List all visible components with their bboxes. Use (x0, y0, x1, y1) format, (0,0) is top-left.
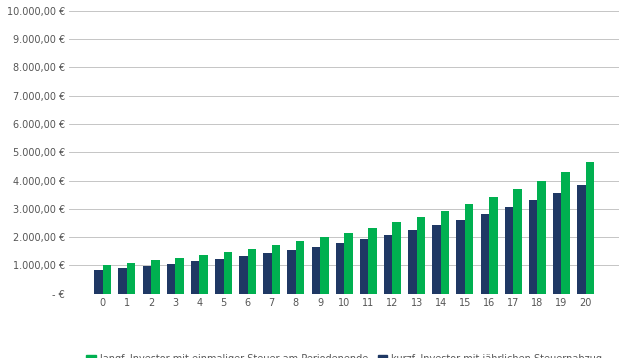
Bar (223, 252, 232, 294)
Bar (143, 266, 151, 294)
Bar (456, 219, 465, 294)
Bar (167, 263, 175, 294)
Bar (529, 200, 538, 294)
Bar (586, 162, 594, 294)
Bar (320, 237, 328, 294)
Bar (553, 193, 561, 294)
Bar (561, 171, 570, 294)
Bar (538, 181, 546, 294)
Bar (215, 259, 223, 294)
Bar (272, 245, 280, 294)
Bar (336, 243, 344, 294)
Bar (175, 258, 184, 294)
Bar (441, 211, 449, 294)
Bar (513, 189, 522, 294)
Bar (408, 230, 417, 294)
Bar (433, 225, 441, 294)
Bar (344, 233, 353, 294)
Bar (151, 261, 159, 294)
Bar (392, 222, 401, 294)
Bar (103, 265, 111, 294)
Bar (360, 239, 369, 294)
Bar (200, 255, 208, 294)
Bar (505, 207, 513, 294)
Bar (296, 241, 305, 294)
Bar (263, 253, 272, 294)
Bar (118, 268, 127, 294)
Bar (94, 270, 103, 294)
Bar (369, 228, 377, 294)
Bar (481, 214, 489, 294)
Bar (384, 235, 392, 294)
Bar (248, 249, 256, 294)
Bar (312, 247, 320, 294)
Bar (577, 185, 586, 294)
Bar (417, 217, 425, 294)
Legend: langf. Investor mit einmaliger Steuer am Periodenende, kurzf. Investor mit jährl: langf. Investor mit einmaliger Steuer am… (82, 350, 606, 358)
Bar (465, 204, 474, 294)
Bar (287, 250, 296, 294)
Bar (489, 197, 497, 294)
Bar (127, 263, 136, 294)
Bar (191, 261, 200, 294)
Bar (239, 256, 248, 294)
